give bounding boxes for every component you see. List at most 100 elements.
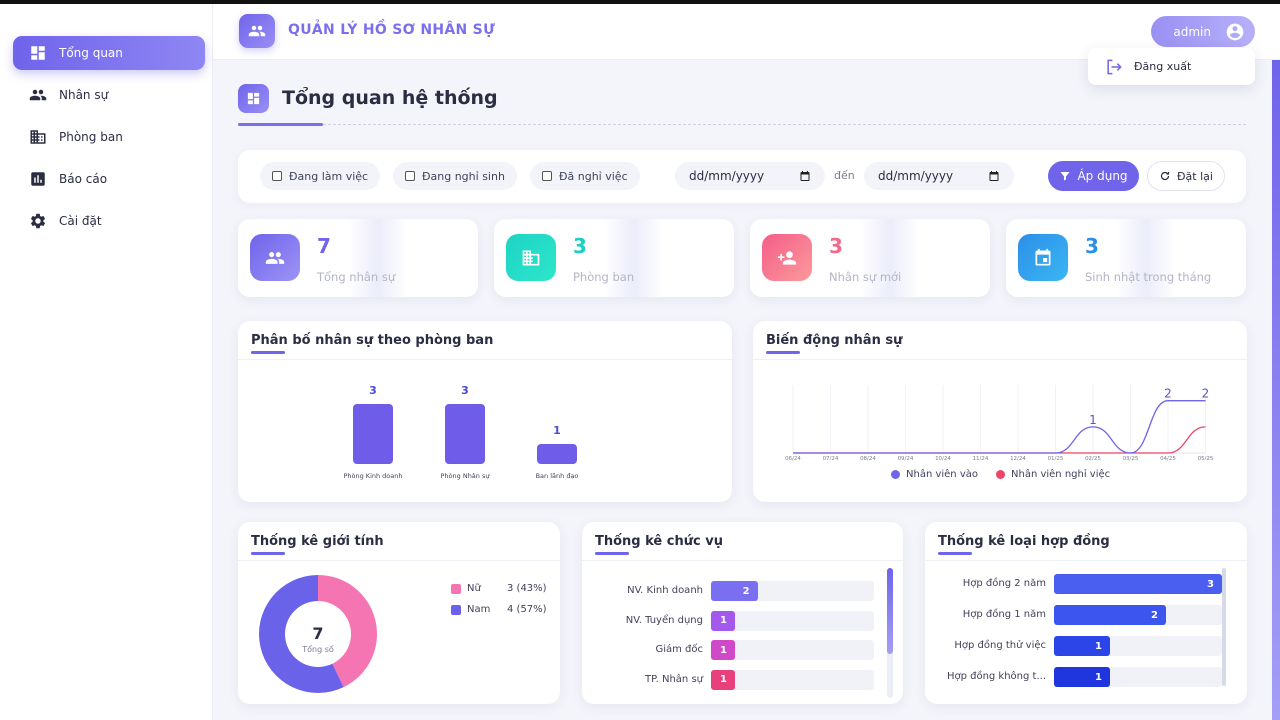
sidebar-item-departments[interactable]: Phòng ban <box>13 120 205 154</box>
calendar-icon[interactable] <box>799 170 811 182</box>
card-title: Biến động nhân sự <box>766 333 903 348</box>
bar[interactable]: 2 <box>711 581 758 601</box>
title-divider <box>238 124 1246 125</box>
filter-label: Đang nghỉ sinh <box>422 169 505 183</box>
brand-logo <box>239 14 275 48</box>
bar[interactable]: 1 <box>711 610 735 631</box>
sidebar-item-reports[interactable]: Báo cáo <box>13 162 205 196</box>
bar[interactable]: 3 <box>1054 574 1222 594</box>
legend-label: Nhân viên vào <box>906 469 978 480</box>
bar[interactable] <box>445 404 485 464</box>
x-tick-label: 02/25 <box>1085 456 1101 462</box>
checkbox[interactable] <box>405 171 415 181</box>
bar-label: TP. Nhân sự <box>645 673 703 685</box>
filter-icon <box>1060 172 1070 181</box>
stat-value: 3 <box>829 234 843 258</box>
x-tick-label: 07/24 <box>823 456 839 462</box>
bar[interactable] <box>537 444 577 464</box>
date-to-input[interactable]: dd/mm/yyyy <box>864 162 1014 190</box>
list-scrollbar-track[interactable] <box>1222 568 1226 686</box>
legend-item-hires[interactable]: Nhân viên vào <box>891 469 978 480</box>
status-filter-working[interactable]: Đang làm việc <box>260 162 381 190</box>
status-filter-resigned[interactable]: Đã nghỉ việc <box>530 162 640 190</box>
trend-chart-card: Biến động nhân sự 06/24 07/24 08/24 09/24 10… <box>753 321 1247 502</box>
person-add-icon <box>777 250 797 265</box>
logout-menu-item[interactable]: Đăng xuất <box>1088 48 1255 85</box>
stat-label: Tổng nhân sự <box>317 270 396 284</box>
list-scrollbar-track[interactable] <box>887 568 893 698</box>
stat-card-departments: 3 Phòng ban <box>494 219 734 297</box>
dashboard-icon <box>247 92 260 105</box>
x-tick-label: 05/25 <box>1198 456 1214 462</box>
bar[interactable]: 2 <box>1054 605 1166 625</box>
stat-card-new-employees: 3 Nhân sự mới <box>750 219 990 297</box>
stat-card-birthdays: 3 Sinh nhật trong tháng <box>1006 219 1246 297</box>
point-label: 2 <box>1202 387 1210 401</box>
bar-value-label: 3 <box>461 384 469 397</box>
user-menu-button[interactable]: admin <box>1151 16 1255 47</box>
title-accent <box>251 552 285 555</box>
legend-item-female[interactable]: Nữ 3 (43%) <box>451 583 547 594</box>
bar[interactable]: 1 <box>1054 667 1110 687</box>
title-accent <box>238 123 323 126</box>
legend-item-leavers[interactable]: Nhân viên nghỉ việc <box>996 469 1110 480</box>
sidebar-item-settings[interactable]: Cài đặt <box>13 204 205 238</box>
sidebar-item-employees[interactable]: Nhân sự <box>13 78 205 112</box>
title-accent <box>938 552 972 555</box>
filter-label: Đã nghỉ việc <box>559 169 628 183</box>
card-highlight <box>604 219 664 297</box>
checkbox[interactable] <box>272 171 282 181</box>
card-header: Thống kê giới tính <box>238 522 560 561</box>
category-label: Phòng Kinh doanh <box>343 472 402 480</box>
donut-total: 7 <box>312 624 324 643</box>
bar-track <box>711 669 874 690</box>
bar-value-label: 1 <box>553 424 561 437</box>
list-scrollbar-thumb[interactable] <box>887 568 893 654</box>
point-label: 1 <box>1089 413 1097 427</box>
donut-slice-female[interactable] <box>318 575 377 688</box>
legend-swatch <box>451 583 461 594</box>
date-from-input[interactable]: dd/mm/yyyy <box>675 162 825 190</box>
title-accent <box>251 351 285 354</box>
building-icon <box>522 250 540 265</box>
app-title: QUẢN LÝ HỒ SƠ NHÂN SỰ <box>288 22 496 38</box>
page-scrollbar[interactable] <box>1272 60 1280 720</box>
legend-value: 3 (43%) <box>507 583 547 594</box>
account-circle-icon <box>1226 23 1244 40</box>
bar-label: Hợp đồng 2 năm <box>962 578 1046 589</box>
bar[interactable]: 1 <box>1054 636 1110 656</box>
checkbox[interactable] <box>542 171 552 181</box>
bar-value-label: 3 <box>369 384 377 397</box>
reset-filter-button[interactable]: Đặt lại <box>1147 161 1225 191</box>
apply-filter-button[interactable]: Áp dụng <box>1048 161 1139 191</box>
legend-label: Nhân viên nghỉ việc <box>1011 469 1111 480</box>
donut-slice-male[interactable] <box>259 575 344 693</box>
stat-label: Sinh nhật trong tháng <box>1085 270 1212 284</box>
gender-donut-chart <box>259 575 377 693</box>
series-line-hires[interactable] <box>793 400 1206 454</box>
bar[interactable]: 1 <box>711 669 735 690</box>
page-icon <box>238 84 269 113</box>
refresh-icon <box>1160 171 1170 181</box>
legend-label: Nữ <box>467 583 481 594</box>
department-bar-chart: 3 Phòng Kinh doanh 3 Phòng Nhân sự 1 Ban lãnh… <box>343 384 578 480</box>
gear-icon <box>30 213 46 229</box>
bar[interactable]: 1 <box>711 640 735 660</box>
status-filter-maternity[interactable]: Đang nghỉ sinh <box>393 162 517 190</box>
bar[interactable] <box>353 404 393 464</box>
calendar-icon[interactable] <box>988 170 1000 182</box>
contracts-card: Thống kê loại hợp đồng Hợp đồng 2 năm 3 Hợ… <box>925 522 1247 704</box>
user-name: admin <box>1173 24 1211 39</box>
card-header: Thống kê chức vụ <box>582 522 903 561</box>
legend-item-male[interactable]: Nam 4 (57%) <box>451 604 547 615</box>
sidebar-item-overview[interactable]: Tổng quan <box>13 36 205 70</box>
legend-dot <box>891 470 900 479</box>
card-header: Thống kê loại hợp đồng <box>925 522 1247 561</box>
card-header: Phân bố nhân sự theo phòng ban <box>238 321 732 360</box>
legend-label: Nam <box>467 604 491 615</box>
date-range-separator: đến <box>834 169 855 182</box>
bar-label: Hợp đồng không t... <box>946 671 1046 682</box>
card-header: Biến động nhân sự <box>753 321 1247 360</box>
title-accent <box>766 351 800 354</box>
legend-value: 4 (57%) <box>507 604 547 615</box>
